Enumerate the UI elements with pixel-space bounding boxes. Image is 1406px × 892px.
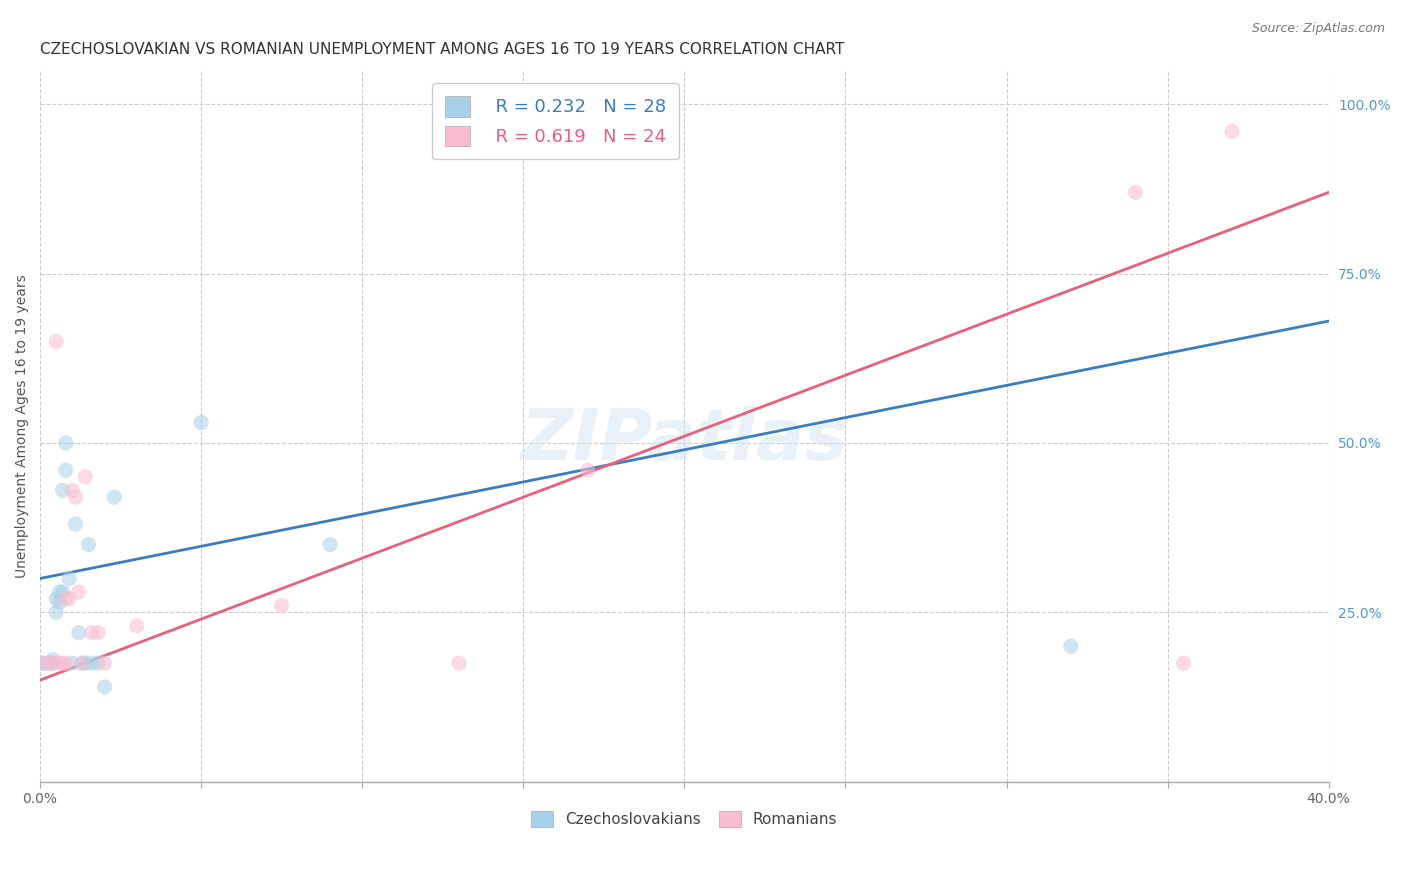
Point <box>190 416 212 430</box>
Point <box>1173 656 1195 670</box>
Point <box>93 680 115 694</box>
Point <box>58 591 80 606</box>
Point <box>80 656 103 670</box>
Point <box>32 656 55 670</box>
Point <box>52 483 75 498</box>
Point <box>67 585 90 599</box>
Point <box>52 656 75 670</box>
Point <box>1125 186 1147 200</box>
Point <box>48 595 70 609</box>
Point <box>55 463 77 477</box>
Point <box>55 656 77 670</box>
Point <box>447 656 470 670</box>
Point <box>80 625 103 640</box>
Point <box>55 436 77 450</box>
Point <box>270 599 292 613</box>
Text: Source: ZipAtlas.com: Source: ZipAtlas.com <box>1251 22 1385 36</box>
Point <box>32 656 55 670</box>
Point <box>35 656 58 670</box>
Point <box>55 591 77 606</box>
Text: ZIPatlas: ZIPatlas <box>520 406 848 475</box>
Point <box>125 619 148 633</box>
Point <box>319 538 342 552</box>
Text: CZECHOSLOVAKIAN VS ROMANIAN UNEMPLOYMENT AMONG AGES 16 TO 19 YEARS CORRELATION C: CZECHOSLOVAKIAN VS ROMANIAN UNEMPLOYMENT… <box>41 42 845 57</box>
Point <box>52 585 75 599</box>
Point <box>70 656 93 670</box>
Point <box>42 656 65 670</box>
Point <box>103 490 125 504</box>
Point <box>42 656 65 670</box>
Point <box>38 656 60 670</box>
Point <box>42 653 65 667</box>
Point <box>87 625 110 640</box>
Legend: Czechoslovakians, Romanians: Czechoslovakians, Romanians <box>524 803 845 835</box>
Point <box>58 571 80 585</box>
Point <box>60 483 83 498</box>
Point <box>48 656 70 670</box>
Point <box>45 591 67 606</box>
Point <box>529 111 551 125</box>
Point <box>1060 639 1083 653</box>
Y-axis label: Unemployment Among Ages 16 to 19 years: Unemployment Among Ages 16 to 19 years <box>15 274 30 578</box>
Point <box>67 625 90 640</box>
Point <box>77 538 100 552</box>
Point <box>65 490 87 504</box>
Point <box>93 656 115 670</box>
Point <box>65 517 87 532</box>
Point <box>87 656 110 670</box>
Point <box>45 334 67 349</box>
Point <box>576 463 599 477</box>
Point <box>70 656 93 670</box>
Point <box>48 585 70 599</box>
Point <box>75 470 97 484</box>
Point <box>38 656 60 670</box>
Point <box>60 656 83 670</box>
Point <box>45 605 67 619</box>
Point <box>1220 124 1243 138</box>
Point <box>75 656 97 670</box>
